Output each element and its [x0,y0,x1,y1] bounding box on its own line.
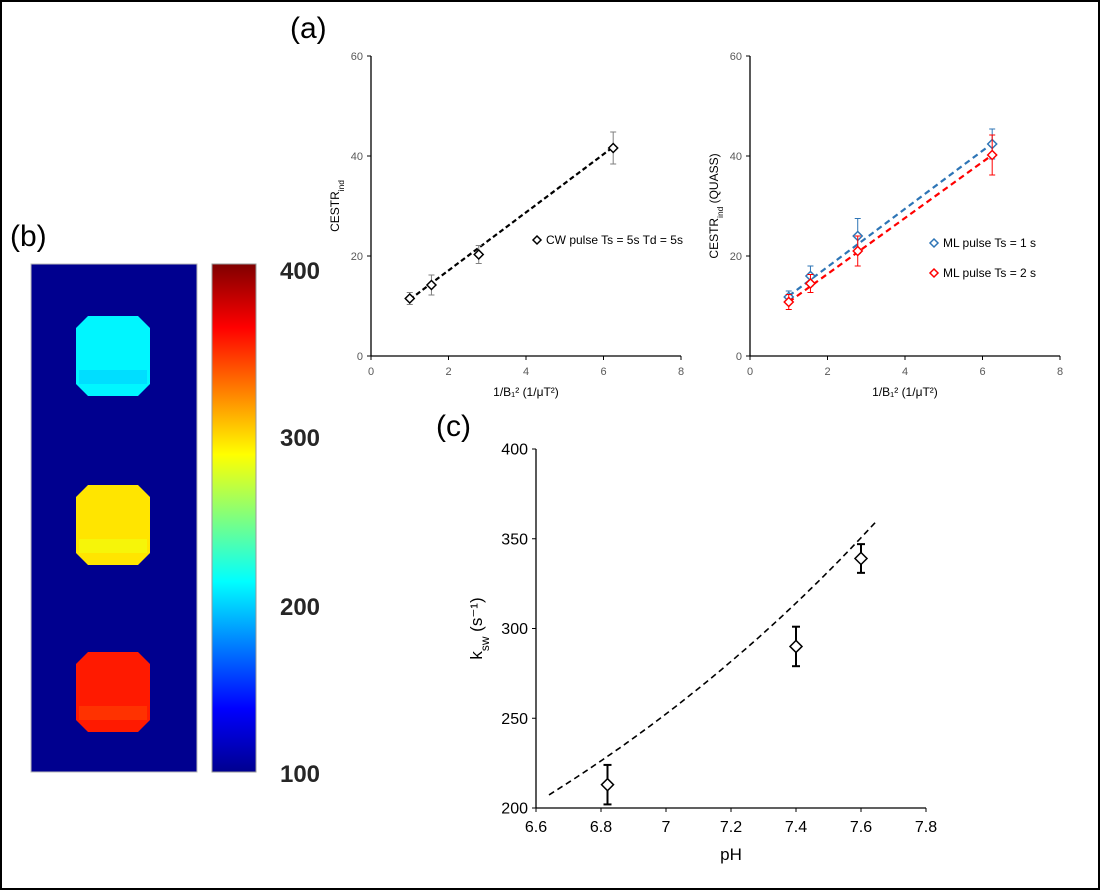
phantom-vial-band [79,706,147,720]
fit-line [409,146,614,301]
legend-label: ML pulse Ts = 1 s [943,236,1036,250]
x-axis-label: pH [720,845,742,864]
panel-label-b: (b) [10,220,47,253]
chart-c: 200 250 300 350 400 6.6 6.8 7 7.2 7.4 7.6 7.8 pH ksw … [467,442,937,864]
x-tick-label: 6 [600,366,606,378]
colorbar-tick-label: 300 [280,425,320,452]
legend-marker [928,237,940,249]
data-point [473,248,485,261]
data-point [607,142,619,154]
x-tick-label: 0 [368,366,374,378]
legend-label: CW pulse Ts = 5s Td = 5s [546,233,683,247]
chart-a-right: 0 20 40 60 0 2 4 6 8 1/B₁² (1/μT²) CESTRind (QUASS… [707,51,1063,399]
y-tick-label: 0 [357,351,363,363]
y-tick-label: 20 [351,251,363,263]
y-tick-label: 60 [730,51,742,63]
y-axis-label: CESTRind (QUASS) [707,153,725,258]
y-tick-label: 200 [501,801,528,818]
y-tick-label: 20 [730,251,742,263]
x-tick-label: 2 [824,366,830,378]
x-tick-label: 6.6 [525,819,547,836]
x-tick-label: 6.8 [590,819,612,836]
legend-label: ML pulse Ts = 2 s [943,266,1036,280]
x-tick-label: 7.4 [785,819,807,836]
y-tick-label: 300 [501,621,528,638]
colorbar-tick-label: 200 [280,594,320,621]
chart-a-left: 0 20 40 60 0 2 4 6 8 1/B₁² (1/μT²) CESTRind CW puls… [328,51,684,399]
y-tick-label: 350 [501,531,528,548]
data-point [986,149,998,161]
x-tick-label: 8 [678,366,684,378]
x-tick-label: 6 [979,366,985,378]
x-tick-label: 7.6 [850,819,872,836]
x-tick-label: 4 [902,366,908,378]
x-tick-label: 0 [747,366,753,378]
phantom-map [30,263,198,773]
colorbar-tick-label: 400 [280,258,320,285]
y-tick-label: 60 [351,51,363,63]
y-tick-label: 40 [351,151,363,163]
phantom-vial-band [79,370,147,384]
y-axis-label: CESTRind [328,180,346,232]
y-tick-label: 250 [501,711,528,728]
x-axis-label: 1/B₁² (1/μT²) [493,385,559,399]
data-point [788,639,804,654]
legend-marker [531,234,543,246]
colorbar: 400 300 200 100 [211,258,320,788]
x-tick-label: 8 [1057,366,1063,378]
y-tick-label: 0 [736,351,742,363]
fit-line [788,154,993,303]
x-axis-label: 1/B₁² (1/μT²) [872,385,938,399]
data-point [853,551,869,566]
data-point [425,279,438,291]
data-point [804,277,817,290]
phantom-vial-band [79,539,147,553]
panel-label-a: (a) [290,12,327,45]
panel-label-c: (c) [436,410,471,443]
colorbar-gradient [211,263,257,773]
fit-curve [548,519,878,796]
y-tick-label: 40 [730,151,742,163]
y-tick-label: 400 [501,442,528,459]
colorbar-tick-label: 100 [280,761,320,788]
data-point [852,245,864,257]
data-point [404,292,416,305]
x-tick-label: 2 [445,366,451,378]
x-tick-label: 7.2 [720,819,742,836]
x-tick-label: 7.8 [915,819,937,836]
fit-line [788,142,993,297]
x-tick-label: 7 [662,819,671,836]
data-point [783,296,795,308]
y-axis-label: ksw (s⁻¹) [467,597,492,659]
x-tick-label: 4 [523,366,529,378]
legend-marker [928,267,940,279]
data-point [600,777,615,792]
